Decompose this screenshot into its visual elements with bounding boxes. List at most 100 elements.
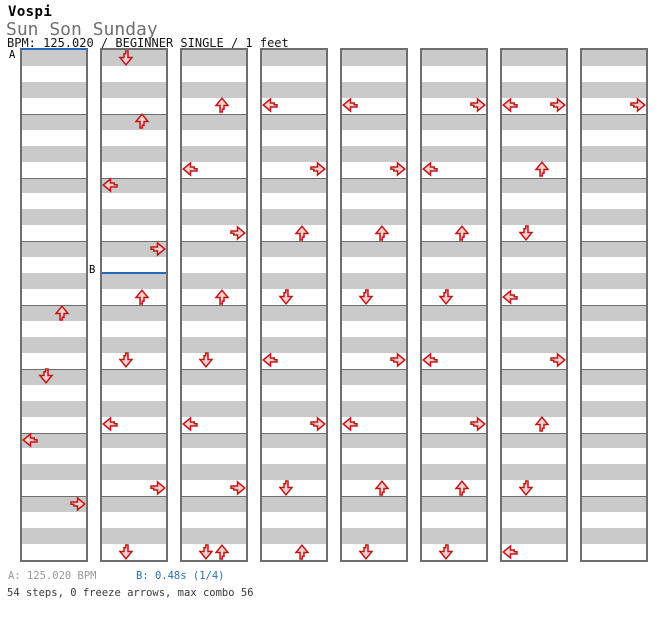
beat-row <box>102 177 166 194</box>
step-arrow-down-icon <box>118 543 134 560</box>
beat-row <box>102 400 166 417</box>
step-arrow-left-icon <box>102 177 118 193</box>
step-arrow-down-icon <box>278 480 294 496</box>
beat-row <box>102 512 166 528</box>
beat-row <box>22 66 86 82</box>
step-arrow-left-icon <box>182 161 198 177</box>
beat-row <box>262 496 326 513</box>
beat-row <box>22 321 86 337</box>
beat-row <box>22 162 86 178</box>
beat-row <box>582 512 646 528</box>
beat-row <box>182 321 246 337</box>
beat-row <box>582 336 646 353</box>
beat-row <box>182 257 246 273</box>
beat-row <box>502 257 566 273</box>
beat-row <box>102 432 166 449</box>
beat-row <box>342 50 406 66</box>
beat-row <box>262 113 326 130</box>
step-arrow-left-icon <box>422 161 438 177</box>
beat-row <box>102 162 166 178</box>
stop-marker-b-legend: B: 0.48s (1/4) <box>136 570 225 582</box>
beat-row <box>262 177 326 194</box>
beat-row <box>262 321 326 337</box>
beat-row <box>582 66 646 82</box>
beat-row <box>502 448 566 464</box>
beat-row <box>262 145 326 162</box>
beat-row <box>22 385 86 401</box>
step-arrow-up-icon <box>294 543 310 560</box>
step-arrow-left-icon <box>342 97 358 113</box>
beat-row <box>262 512 326 528</box>
step-arrow-right-icon <box>550 97 566 113</box>
beat-row <box>502 385 566 401</box>
beat-row <box>502 50 566 66</box>
beat-row <box>582 289 646 305</box>
step-arrow-right-icon <box>470 416 486 432</box>
beat-row <box>422 512 486 528</box>
beat-row <box>182 353 246 369</box>
beat-row <box>182 209 246 226</box>
step-arrow-left-icon <box>502 544 518 560</box>
beat-row <box>22 464 86 481</box>
step-arrow-down-icon <box>438 543 454 560</box>
beat-row <box>582 528 646 545</box>
beat-row <box>582 162 646 178</box>
beat-row <box>22 113 86 130</box>
beat-row <box>342 209 406 226</box>
beat-row <box>422 432 486 449</box>
chart-column <box>420 48 488 563</box>
step-arrow-right-icon <box>630 97 646 113</box>
beat-row <box>22 400 86 417</box>
beat-row <box>22 368 86 385</box>
beat-row <box>102 193 166 209</box>
step-arrow-up-icon <box>294 224 310 241</box>
step-arrow-up-icon <box>134 113 150 129</box>
beat-row <box>22 241 86 258</box>
beat-row <box>262 305 326 321</box>
beat-row <box>502 81 566 98</box>
beat-row <box>102 305 166 321</box>
beat-row <box>182 305 246 321</box>
beat-row <box>422 193 486 209</box>
step-arrow-up-icon <box>374 224 390 241</box>
step-arrow-left-icon <box>182 416 198 432</box>
beat-row <box>22 209 86 226</box>
beat-row <box>22 177 86 194</box>
beat-row <box>422 130 486 146</box>
beat-row <box>22 145 86 162</box>
beat-row <box>582 177 646 194</box>
beat-row <box>422 336 486 353</box>
beat-row <box>502 193 566 209</box>
step-arrow-left-icon <box>502 97 518 113</box>
beat-row <box>422 400 486 417</box>
step-arrow-right-icon <box>150 480 166 496</box>
beat-row <box>182 368 246 385</box>
beat-row <box>582 241 646 258</box>
beat-row <box>582 273 646 290</box>
step-arrow-up-icon <box>134 288 150 305</box>
beat-row <box>582 225 646 241</box>
beat-row <box>342 193 406 209</box>
beat-row <box>182 336 246 353</box>
step-arrow-down-icon <box>358 543 374 560</box>
beat-row <box>502 400 566 417</box>
beat-row <box>502 480 566 496</box>
beat-row <box>102 113 166 130</box>
beat-row <box>182 130 246 146</box>
beat-row <box>342 512 406 528</box>
step-arrow-up-icon <box>54 304 70 321</box>
chart-column <box>180 48 248 563</box>
beat-row <box>422 496 486 513</box>
beat-row <box>582 400 646 417</box>
beat-row <box>582 432 646 449</box>
step-arrow-right-icon <box>390 161 406 177</box>
beat-row <box>262 209 326 226</box>
beat-row <box>22 544 86 560</box>
beat-row <box>342 368 406 385</box>
step-arrow-up-icon <box>214 97 230 114</box>
step-arrow-right-icon <box>230 480 246 496</box>
beat-row <box>342 177 406 194</box>
beat-row <box>22 130 86 146</box>
beat-row <box>102 368 166 385</box>
beat-row <box>582 353 646 369</box>
